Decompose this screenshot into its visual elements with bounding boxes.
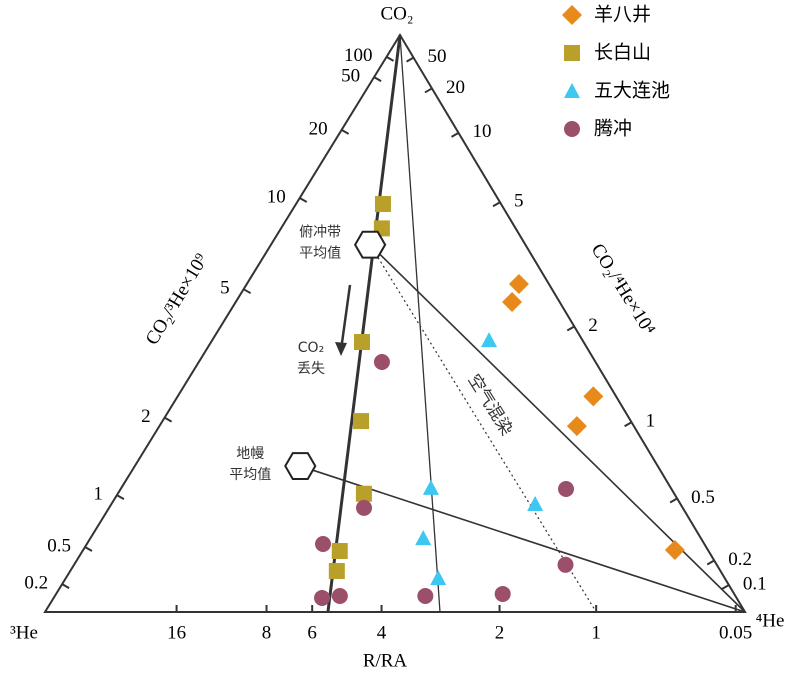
tick-label: 0.5 [47, 535, 71, 556]
point [415, 530, 432, 546]
tick-label: 2 [141, 406, 151, 427]
point [566, 416, 587, 437]
endmember [284, 452, 317, 481]
tick-mark [116, 494, 125, 500]
legend-label: 腾冲 [594, 118, 632, 140]
annotation: 丢失 [297, 361, 325, 377]
point [314, 589, 331, 606]
legend-label: 长白山 [594, 42, 651, 64]
annotation: CO₂ [298, 340, 324, 356]
tick-label: 0.2 [24, 572, 48, 593]
point [508, 273, 529, 294]
tick-label: 1 [646, 411, 656, 432]
point [417, 588, 434, 605]
tick-label: 5 [514, 191, 524, 212]
point [481, 332, 498, 348]
triangle-frame [43, 33, 747, 613]
legend-marker [564, 83, 580, 98]
point [502, 292, 523, 313]
tick-mark [669, 497, 678, 504]
tick-mark [450, 131, 459, 138]
tick-mark [492, 201, 501, 208]
tick-label: 6 [307, 622, 317, 643]
tick-label: 0.1 [743, 573, 767, 594]
tick-label: 2 [495, 622, 505, 643]
tick-mark [299, 197, 308, 203]
air-mixing-line [369, 244, 597, 613]
tick-mark [84, 546, 93, 552]
tick-mark [243, 288, 252, 295]
point [374, 196, 391, 213]
point [353, 333, 370, 350]
point [583, 386, 604, 407]
reference-line [399, 34, 441, 613]
point [422, 479, 439, 495]
point [356, 499, 373, 516]
reference-line [326, 34, 402, 613]
point [328, 563, 345, 580]
apex-label: ⁴He [756, 610, 785, 631]
point [494, 585, 511, 602]
tick-label: 2 [588, 315, 598, 336]
legend-label: 五大连池 [594, 80, 670, 102]
endmember-label: 俯冲带 [299, 225, 341, 241]
endmember-label: 平均值 [229, 467, 271, 483]
tick-label: 50 [341, 65, 360, 86]
tick-label: 4 [377, 622, 387, 643]
point [557, 556, 574, 573]
tick-mark [566, 325, 575, 332]
legend-marker [564, 121, 580, 137]
point [355, 485, 372, 502]
apex-label: ³He [10, 622, 38, 643]
tick-label: 0.5 [691, 487, 715, 508]
tick-mark [624, 421, 633, 428]
tick-label: 20 [309, 118, 328, 139]
tick-label: 50 [428, 46, 447, 67]
legend-label: 羊八井 [594, 4, 651, 26]
legend-marker [564, 45, 580, 61]
tick-label: 1 [93, 483, 103, 504]
tick-mark [164, 416, 173, 423]
axis-title: R/RA [363, 650, 408, 671]
point [315, 535, 332, 552]
axis-title: CO₂/³He×10⁹ [142, 250, 213, 349]
legend-marker [562, 5, 582, 25]
point [353, 413, 370, 430]
endmember [353, 230, 387, 259]
point [664, 540, 685, 561]
tick-label: 5 [220, 278, 230, 299]
tick-mark [406, 56, 415, 63]
point [558, 481, 575, 498]
tick-mark [721, 584, 730, 590]
tick-label: 1 [591, 622, 601, 643]
tick-mark [341, 129, 350, 135]
tick-label: 100 [344, 45, 373, 66]
arrow [339, 284, 352, 351]
point [331, 588, 348, 605]
tick-mark [424, 87, 433, 94]
tick-label: 20 [446, 77, 465, 98]
point [430, 570, 447, 586]
point [527, 496, 544, 512]
point [373, 354, 390, 371]
endmember-label: 平均值 [299, 246, 341, 262]
tick-mark [61, 583, 70, 589]
apex-label: CO₂ [380, 3, 413, 24]
tick-label: 10 [267, 186, 286, 207]
mixing-line [300, 465, 746, 613]
arrow-head [335, 342, 347, 356]
tick-mark [386, 55, 395, 62]
point [331, 543, 348, 560]
tick-label: 0.2 [728, 549, 752, 570]
tick-label: 0.05 [719, 622, 752, 643]
tick-mark [373, 76, 382, 82]
tick-label: 16 [167, 622, 186, 643]
tick-label: 8 [262, 622, 272, 643]
endmember-label: 地幔 [236, 446, 264, 462]
tick-mark [706, 559, 715, 566]
tick-label: 10 [472, 121, 491, 142]
